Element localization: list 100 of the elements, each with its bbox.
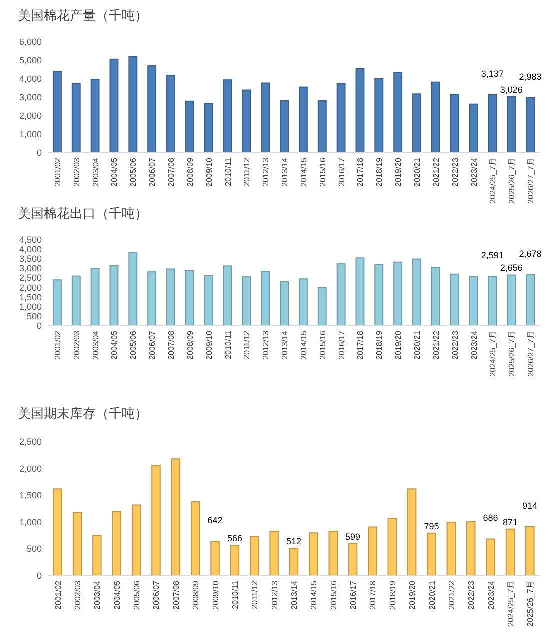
x-tick-label: 2011/12 bbox=[242, 157, 252, 186]
bar bbox=[488, 276, 498, 326]
y-tick-label: 5,000 bbox=[19, 56, 42, 66]
y-tick-label: 0 bbox=[36, 571, 42, 581]
x-tick-label: 2005/06 bbox=[129, 157, 138, 187]
data-label: 871 bbox=[502, 517, 518, 528]
x-tick-label: 2009/10 bbox=[204, 330, 214, 360]
x-tick-label: 2017/18 bbox=[356, 330, 366, 360]
x-tick-label: 2017/18 bbox=[368, 580, 378, 610]
x-tick-label: 2003/04 bbox=[91, 330, 100, 360]
bar bbox=[507, 96, 516, 154]
bar bbox=[348, 543, 358, 576]
x-tick-label: 2020/21 bbox=[428, 580, 437, 610]
x-tick-label: 2009/10 bbox=[204, 157, 214, 187]
bar bbox=[204, 103, 214, 154]
x-tick-label: 2021/22 bbox=[432, 330, 441, 360]
x-tick-label: 2002/03 bbox=[72, 330, 82, 360]
x-tick-label: 2012/13 bbox=[270, 580, 280, 610]
bar bbox=[526, 526, 535, 576]
bar bbox=[298, 278, 308, 326]
bar bbox=[309, 532, 318, 576]
bar bbox=[394, 72, 403, 154]
x-tick-label: 2011/12 bbox=[242, 330, 252, 360]
bar bbox=[318, 287, 327, 326]
bar bbox=[250, 536, 260, 576]
x-tick-label: 2022/23 bbox=[450, 330, 460, 360]
bar bbox=[148, 66, 157, 154]
y-tick-label: 1,000 bbox=[19, 517, 42, 528]
x-tick-label: 2024/25_7月 bbox=[488, 158, 498, 204]
data-label: 2,591 bbox=[481, 250, 504, 260]
bar bbox=[431, 267, 440, 326]
data-label: 2,678 bbox=[519, 248, 542, 259]
bar bbox=[72, 276, 81, 326]
x-tick-label: 2018/19 bbox=[375, 157, 384, 187]
bar bbox=[374, 264, 384, 326]
x-tick-label: 2016/17 bbox=[337, 330, 346, 360]
x-tick-label: 2022/23 bbox=[450, 157, 460, 187]
x-tick-label: 2001/02 bbox=[53, 330, 62, 360]
x-tick-label: 2014/15 bbox=[299, 157, 308, 187]
x-tick-label: 2006/07 bbox=[152, 580, 162, 610]
x-tick-label: 2019/20 bbox=[394, 157, 404, 187]
x-tick-label: 2003/04 bbox=[91, 157, 100, 187]
y-tick-label: 3,500 bbox=[19, 254, 42, 264]
y-tick-label: 6,000 bbox=[19, 37, 42, 47]
x-tick-label: 2012/13 bbox=[262, 330, 271, 360]
bar bbox=[446, 522, 456, 576]
bar bbox=[185, 270, 194, 326]
bar bbox=[356, 68, 365, 154]
x-tick-label: 2015/16 bbox=[329, 580, 338, 610]
bar bbox=[242, 90, 252, 154]
x-tick-label: 2017/18 bbox=[356, 157, 366, 187]
bar bbox=[407, 488, 417, 576]
data-label: 686 bbox=[483, 513, 498, 524]
x-tick-label: 2001/02 bbox=[54, 580, 63, 610]
bar bbox=[166, 75, 176, 154]
bar bbox=[90, 268, 100, 326]
bar bbox=[469, 104, 478, 154]
bar bbox=[298, 86, 308, 154]
x-tick-label: 2009/10 bbox=[211, 580, 220, 610]
bar bbox=[427, 532, 436, 576]
y-tick-label: 2,500 bbox=[19, 437, 42, 447]
bar bbox=[261, 82, 270, 154]
bar bbox=[204, 275, 214, 326]
bar bbox=[328, 531, 338, 576]
x-tick-label: 2003/04 bbox=[93, 580, 102, 610]
chart-title: 美国期末库存（千吨） bbox=[18, 406, 148, 421]
bar bbox=[356, 258, 365, 326]
bar bbox=[53, 488, 62, 576]
x-tick-label: 2026/27_7月 bbox=[526, 331, 536, 377]
bar bbox=[506, 528, 516, 576]
x-tick-label: 2025/26_7月 bbox=[508, 158, 517, 204]
y-tick-label: 2,000 bbox=[19, 282, 42, 293]
bar bbox=[132, 504, 142, 576]
bar bbox=[190, 502, 200, 576]
bar bbox=[110, 58, 119, 154]
bar bbox=[52, 71, 62, 154]
bar bbox=[486, 538, 496, 576]
bar bbox=[488, 94, 498, 154]
bar bbox=[92, 535, 102, 576]
bar bbox=[152, 465, 161, 576]
x-tick-label: 2004/05 bbox=[112, 580, 122, 610]
y-tick-label: 500 bbox=[26, 544, 42, 554]
x-tick-label: 2007/08 bbox=[167, 157, 176, 187]
x-tick-label: 2019/20 bbox=[408, 580, 418, 610]
bar bbox=[210, 541, 220, 576]
bar bbox=[412, 258, 422, 326]
data-label: 2,656 bbox=[500, 263, 523, 274]
bar bbox=[128, 56, 138, 154]
bar bbox=[52, 280, 62, 326]
data-label: 642 bbox=[208, 516, 223, 526]
y-tick-label: 0 bbox=[36, 321, 42, 331]
x-tick-label: 2007/08 bbox=[172, 580, 181, 610]
x-tick-label: 2004/05 bbox=[110, 157, 120, 187]
y-tick-label: 4,500 bbox=[19, 235, 42, 245]
y-tick-label: 3,000 bbox=[19, 92, 42, 102]
bar bbox=[223, 266, 232, 326]
bar bbox=[223, 80, 232, 154]
bar bbox=[450, 94, 460, 154]
x-tick-label: 2020/21 bbox=[413, 330, 422, 360]
x-tick-label: 2018/19 bbox=[388, 580, 398, 610]
